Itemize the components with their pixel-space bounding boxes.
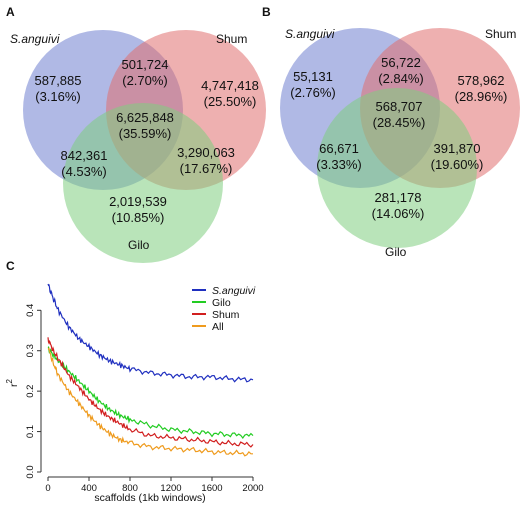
venn-b-s-shum-pct: (2.84%) [378,71,424,86]
venn-b-only-gilo-count: 281,178 [375,190,422,205]
venn-a-shum-gilo-pct: (17.67%) [180,161,233,176]
chart-axes: 0 400 800 1200 1600 2000 0.0 0.1 0.2 0.3 0.4 [25,304,264,494]
venn-a-only-shum-count: 4,747,418 [201,78,259,93]
x-tick-label: 1200 [160,483,181,494]
series-line-gilo [47,346,254,440]
series-line-s-anguivi [47,283,254,383]
venn-a-shum-gilo-count: 3,290,063 [177,145,235,160]
venn-b-label-gilo: Gilo [385,245,407,259]
venn-b-only-s-count: 55,131 [293,69,333,84]
venn-a-only-gilo-count: 2,019,539 [109,194,167,209]
legend-label: S.anguivi [212,285,256,297]
venn-a-all-count: 6,625,848 [116,110,174,125]
legend-label: Shum [212,309,240,321]
legend-label: Gilo [212,297,231,309]
venn-a-label-gilo: Gilo [128,238,150,252]
venn-b-circle-gilo [317,88,477,248]
venn-a-only-s-count: 587,885 [35,73,82,88]
venn-b-only-shum-count: 578,962 [458,73,505,88]
x-tick-label: 2000 [242,483,263,494]
venn-a-only-shum-pct: (25.50%) [204,94,257,109]
venn-a-all-pct: (35.59%) [119,126,172,141]
venn-a-s-shum-count: 501,724 [122,57,169,72]
y-tick-label: 0.3 [25,344,36,357]
venn-a-label-s-anguivi: S.anguivi [10,32,60,46]
venn-b-s-gilo-count: 66,671 [319,141,359,156]
y-tick-label: 0.2 [25,385,36,398]
chart-series-lines [47,283,254,457]
x-tick-label: 0 [45,483,50,494]
x-tick-label: 1600 [201,483,222,494]
venn-b-all-count: 568,707 [376,99,423,114]
y-tick-label: 0.0 [25,465,36,478]
panel-letter-a: A [6,5,15,19]
y-axis-label: r2 [5,378,20,387]
panel-letter-c: C [6,259,15,273]
y-axis-label-superscript: 2 [5,378,14,383]
x-tick-label: 400 [81,483,97,494]
x-tick-label: 800 [122,483,138,494]
venn-a-circle-gilo [63,103,223,263]
x-axis-label: scaffolds (1kb windows) [94,492,205,504]
y-axis-label-base: r [8,383,20,387]
venn-b-all-pct: (28.45%) [373,115,426,130]
series-line-all [47,347,253,457]
venn-b: B S.anguivi Shum Gilo 55,131 (2.76%) 56,… [262,5,520,259]
venn-b-s-shum-count: 56,722 [381,55,421,70]
venn-b-only-s-pct: (2.76%) [290,85,336,100]
y-tick-label: 0.4 [25,304,36,317]
venn-a-label-shum: Shum [216,32,247,46]
venn-b-shum-gilo-count: 391,870 [434,141,481,156]
venn-b-only-shum-pct: (28.96%) [455,89,508,104]
venn-a-only-s-pct: (3.16%) [35,89,81,104]
venn-a-only-gilo-pct: (10.85%) [112,210,165,225]
venn-b-s-gilo-pct: (3.33%) [316,157,362,172]
venn-b-only-gilo-pct: (14.06%) [372,206,425,221]
venn-a-s-shum-pct: (2.70%) [122,73,168,88]
y-axis-label-group: r2 [5,378,20,387]
legend-label: All [212,321,224,333]
panel-letter-b: B [262,5,271,19]
venn-a: A S.anguivi Shum Gilo 587,885 (3.16%) 50… [6,5,266,263]
venn-b-label-s-anguivi: S.anguivi [285,27,335,41]
y-tick-label: 0.1 [25,425,36,438]
venn-a-s-gilo-pct: (4.53%) [61,164,107,179]
line-chart-c: C 0 400 800 1200 1600 2000 0.0 0.1 0.2 0.3 0.4 sca… [5,259,264,504]
series-line-shum [47,337,254,448]
venn-b-shum-gilo-pct: (19.60%) [431,157,484,172]
venn-b-label-shum: Shum [485,27,516,41]
venn-a-s-gilo-count: 842,361 [61,148,108,163]
